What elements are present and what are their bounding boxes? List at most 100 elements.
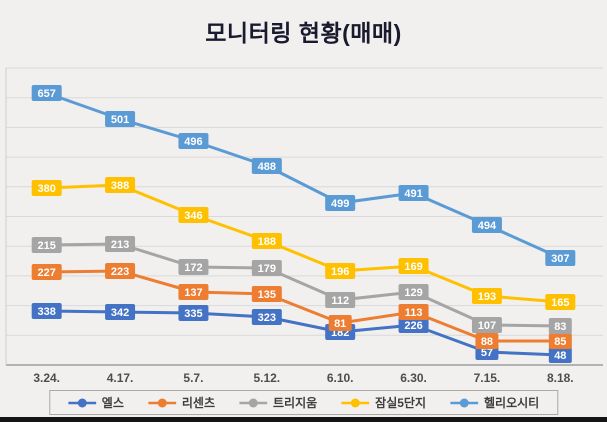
data-label-text: 307 [551, 253, 569, 265]
x-axis-label: 5.12. [253, 371, 280, 385]
data-label-box [105, 177, 136, 193]
data-label-box [325, 292, 356, 308]
data-label-text: 169 [404, 261, 422, 273]
data-label-text: 323 [258, 312, 276, 324]
data-label-box [178, 207, 209, 223]
data-label-text: 488 [258, 161, 276, 173]
legend-item: 잠실5단지 [341, 394, 426, 411]
data-label-text: 501 [111, 114, 129, 126]
data-label-box [251, 309, 282, 325]
data-label-text: 85 [554, 336, 566, 348]
data-label-box [178, 133, 209, 149]
data-label-box [548, 347, 572, 363]
data-label-box [471, 217, 502, 233]
data-label-box [105, 236, 136, 252]
data-label-text: 81 [334, 318, 346, 330]
data-label-text: 188 [258, 236, 276, 248]
data-label-box [31, 303, 62, 319]
data-label-text: 135 [258, 289, 276, 301]
data-label-text: 215 [38, 240, 56, 252]
data-label-text: 226 [404, 320, 422, 332]
data-label-box [251, 158, 282, 174]
bottom-edge-bar [0, 417, 607, 422]
data-label-text: 346 [184, 210, 202, 222]
data-label-box [398, 304, 429, 320]
data-label-text: 494 [478, 220, 497, 232]
data-label-box [545, 294, 576, 310]
data-label-box [251, 286, 282, 302]
chart-title: 모니터링 현황(매매) [205, 20, 402, 46]
data-label-box [398, 185, 429, 201]
data-label-box [105, 263, 136, 279]
data-label-box [251, 260, 282, 276]
data-label-box [105, 111, 136, 127]
chart-legend: 엘스 리센츠 트리지움 잠실5단지 헬리오시티 [48, 390, 559, 415]
x-axis-label: 4.17. [107, 371, 134, 385]
data-label-box [471, 288, 502, 304]
data-label-box [398, 258, 429, 274]
data-label-box [31, 180, 62, 196]
legend-line-marker-icon [239, 398, 267, 407]
x-axis-label: 5.7. [183, 371, 203, 385]
data-label-text: 338 [38, 306, 56, 318]
x-axis-label: 6.30. [400, 371, 427, 385]
data-label-box [545, 250, 576, 266]
data-label-box [178, 305, 209, 321]
data-label-text: 342 [111, 307, 129, 319]
data-label-box [548, 333, 572, 349]
data-label-text: 388 [111, 180, 129, 192]
data-label-text: 57 [481, 347, 493, 359]
legend-label: 트리지움 [273, 396, 318, 410]
data-label-text: 193 [478, 291, 496, 303]
data-label-text: 227 [38, 267, 56, 279]
data-label-text: 129 [404, 287, 422, 299]
x-axis-label: 6.10. [327, 371, 354, 385]
data-label-box [471, 317, 502, 333]
data-label-text: 112 [331, 295, 349, 307]
data-label-text: 657 [38, 88, 56, 100]
data-label-text: 380 [38, 183, 56, 195]
data-label-text: 88 [481, 336, 493, 348]
data-label-text: 491 [404, 188, 422, 200]
data-label-text: 113 [405, 307, 423, 319]
legend-item: 헬리오시티 [450, 394, 539, 411]
legend-item: 엘스 [67, 394, 124, 411]
data-label-text: 196 [331, 266, 349, 278]
legend-item: 리센츠 [147, 394, 215, 411]
data-label-text: 335 [184, 308, 202, 320]
data-label-box [325, 263, 356, 279]
legend-line-marker-icon [450, 398, 479, 407]
data-label-box [328, 315, 352, 331]
data-label-text: 165 [551, 297, 569, 309]
data-label-text: 496 [184, 136, 202, 148]
data-label-box [251, 233, 282, 249]
data-label-text: 172 [184, 262, 202, 274]
x-axis-label: 8.18. [547, 371, 574, 385]
data-label-box [105, 304, 136, 320]
data-label-box [178, 284, 209, 300]
data-label-text: 499 [331, 198, 349, 210]
data-label-box [475, 333, 499, 349]
data-label-box [178, 259, 209, 275]
data-label-box [398, 284, 429, 300]
data-label-box [325, 195, 356, 211]
data-label-text: 223 [111, 266, 129, 278]
x-axis-label: 7.15. [474, 371, 501, 385]
data-label-box [31, 264, 62, 280]
data-label-box [31, 237, 62, 253]
data-label-text: 213 [111, 239, 129, 251]
data-label-box [398, 317, 429, 333]
data-label-text: 48 [554, 350, 566, 362]
data-label-box [548, 318, 572, 334]
data-label-text: 179 [258, 263, 276, 275]
legend-line-marker-icon [341, 398, 370, 407]
data-label-text: 83 [554, 321, 566, 333]
legend-item: 트리지움 [239, 394, 317, 411]
legend-line-marker-icon [67, 398, 96, 407]
data-label-text: 137 [184, 287, 202, 299]
legend-label: 잠실5단지 [375, 396, 427, 410]
x-axis-label: 3.24. [33, 371, 60, 385]
legend-label: 헬리오시티 [484, 396, 540, 410]
legend-line-marker-icon [147, 398, 176, 407]
